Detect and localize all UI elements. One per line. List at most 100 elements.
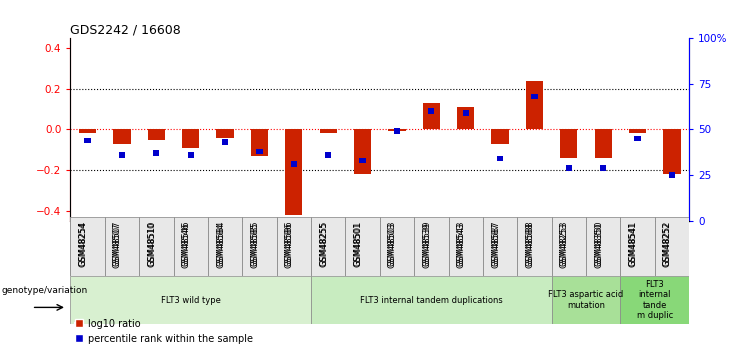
Bar bbox=[594, 129, 612, 158]
Bar bbox=[497, 156, 503, 161]
Text: GSM48543: GSM48543 bbox=[456, 222, 465, 267]
FancyBboxPatch shape bbox=[276, 217, 311, 276]
Text: GSM48543: GSM48543 bbox=[456, 220, 465, 266]
Text: GSM48350: GSM48350 bbox=[594, 220, 603, 266]
Text: GSM48541: GSM48541 bbox=[628, 222, 637, 267]
FancyBboxPatch shape bbox=[586, 217, 620, 276]
Text: GSM48252: GSM48252 bbox=[663, 220, 672, 266]
FancyBboxPatch shape bbox=[620, 276, 689, 324]
Bar bbox=[325, 152, 331, 158]
Text: GSM48546: GSM48546 bbox=[182, 220, 190, 266]
Bar bbox=[560, 129, 577, 158]
Text: GSM48501: GSM48501 bbox=[353, 220, 362, 266]
Bar bbox=[119, 152, 125, 158]
Bar bbox=[526, 81, 543, 129]
FancyBboxPatch shape bbox=[517, 217, 551, 276]
Text: GSM48255: GSM48255 bbox=[319, 220, 328, 266]
Text: GSM48503: GSM48503 bbox=[388, 222, 397, 267]
FancyBboxPatch shape bbox=[139, 217, 173, 276]
Bar bbox=[669, 172, 675, 178]
Text: FLT3 internal tandem duplications: FLT3 internal tandem duplications bbox=[360, 296, 502, 305]
Text: GSM48507: GSM48507 bbox=[113, 222, 122, 267]
Text: GSM48539: GSM48539 bbox=[422, 220, 431, 266]
Bar bbox=[187, 152, 194, 158]
FancyBboxPatch shape bbox=[208, 217, 242, 276]
Bar bbox=[251, 129, 268, 156]
Text: GSM48588: GSM48588 bbox=[525, 220, 534, 266]
Text: GSM48586: GSM48586 bbox=[285, 222, 294, 268]
FancyBboxPatch shape bbox=[36, 217, 70, 276]
FancyBboxPatch shape bbox=[173, 217, 208, 276]
FancyBboxPatch shape bbox=[655, 217, 689, 276]
FancyBboxPatch shape bbox=[448, 217, 483, 276]
Bar bbox=[147, 129, 165, 139]
Bar bbox=[79, 129, 96, 134]
Bar bbox=[388, 129, 405, 131]
Text: GSM48253: GSM48253 bbox=[559, 220, 569, 266]
Bar bbox=[113, 129, 130, 144]
FancyBboxPatch shape bbox=[483, 217, 517, 276]
Bar bbox=[491, 129, 508, 144]
Text: GSM48254: GSM48254 bbox=[79, 222, 87, 267]
Text: GSM48503: GSM48503 bbox=[388, 220, 397, 266]
FancyBboxPatch shape bbox=[620, 217, 655, 276]
Bar bbox=[629, 129, 646, 134]
Bar bbox=[222, 139, 228, 145]
Bar bbox=[84, 138, 90, 143]
Text: FLT3 aspartic acid
mutation: FLT3 aspartic acid mutation bbox=[548, 290, 624, 310]
Text: GSM48350: GSM48350 bbox=[594, 222, 603, 267]
Bar bbox=[256, 149, 262, 154]
FancyBboxPatch shape bbox=[551, 217, 586, 276]
Text: GSM48253: GSM48253 bbox=[559, 222, 569, 267]
Text: GSM48541: GSM48541 bbox=[628, 220, 637, 266]
Bar bbox=[663, 129, 680, 174]
Bar bbox=[565, 165, 572, 170]
Text: GSM48585: GSM48585 bbox=[250, 220, 259, 266]
Bar bbox=[153, 150, 159, 156]
FancyBboxPatch shape bbox=[311, 276, 551, 324]
FancyBboxPatch shape bbox=[414, 217, 448, 276]
Text: GSM48584: GSM48584 bbox=[216, 222, 225, 267]
Text: GSM48586: GSM48586 bbox=[285, 220, 294, 266]
Text: GSM48539: GSM48539 bbox=[422, 222, 431, 267]
Bar bbox=[182, 129, 199, 148]
Bar bbox=[422, 103, 440, 129]
Text: GSM48588: GSM48588 bbox=[525, 222, 534, 268]
FancyBboxPatch shape bbox=[70, 276, 311, 324]
FancyBboxPatch shape bbox=[551, 276, 620, 324]
Text: GSM48510: GSM48510 bbox=[147, 220, 156, 266]
Bar bbox=[216, 129, 233, 138]
Text: GDS2242 / 16608: GDS2242 / 16608 bbox=[70, 24, 181, 37]
Bar bbox=[600, 165, 606, 170]
Bar bbox=[359, 158, 365, 163]
Bar bbox=[428, 108, 434, 114]
Bar bbox=[634, 136, 641, 141]
FancyBboxPatch shape bbox=[104, 217, 139, 276]
Text: GSM48585: GSM48585 bbox=[250, 222, 259, 267]
FancyBboxPatch shape bbox=[311, 217, 345, 276]
Bar bbox=[354, 129, 371, 174]
Bar bbox=[319, 129, 337, 134]
Bar bbox=[394, 128, 400, 134]
FancyBboxPatch shape bbox=[70, 217, 104, 276]
Text: GSM48255: GSM48255 bbox=[319, 222, 328, 267]
Text: GSM48546: GSM48546 bbox=[182, 222, 190, 267]
Bar bbox=[531, 94, 537, 99]
Text: FLT3 wild type: FLT3 wild type bbox=[161, 296, 221, 305]
Text: FLT3
internal
tande
m duplic: FLT3 internal tande m duplic bbox=[637, 280, 673, 320]
Text: GSM48254: GSM48254 bbox=[79, 220, 87, 266]
FancyBboxPatch shape bbox=[380, 217, 414, 276]
Text: GSM48587: GSM48587 bbox=[491, 220, 500, 266]
Bar bbox=[290, 161, 297, 167]
Bar bbox=[462, 110, 469, 116]
Text: GSM48584: GSM48584 bbox=[216, 220, 225, 266]
Bar bbox=[285, 129, 302, 215]
Legend: log10 ratio, percentile rank within the sample: log10 ratio, percentile rank within the … bbox=[72, 315, 257, 345]
FancyBboxPatch shape bbox=[345, 217, 380, 276]
Text: GSM48587: GSM48587 bbox=[491, 222, 500, 268]
Bar bbox=[457, 107, 474, 129]
Text: genotype/variation: genotype/variation bbox=[1, 286, 87, 295]
Text: GSM48510: GSM48510 bbox=[147, 222, 156, 267]
FancyBboxPatch shape bbox=[242, 217, 276, 276]
Text: GSM48501: GSM48501 bbox=[353, 222, 362, 267]
